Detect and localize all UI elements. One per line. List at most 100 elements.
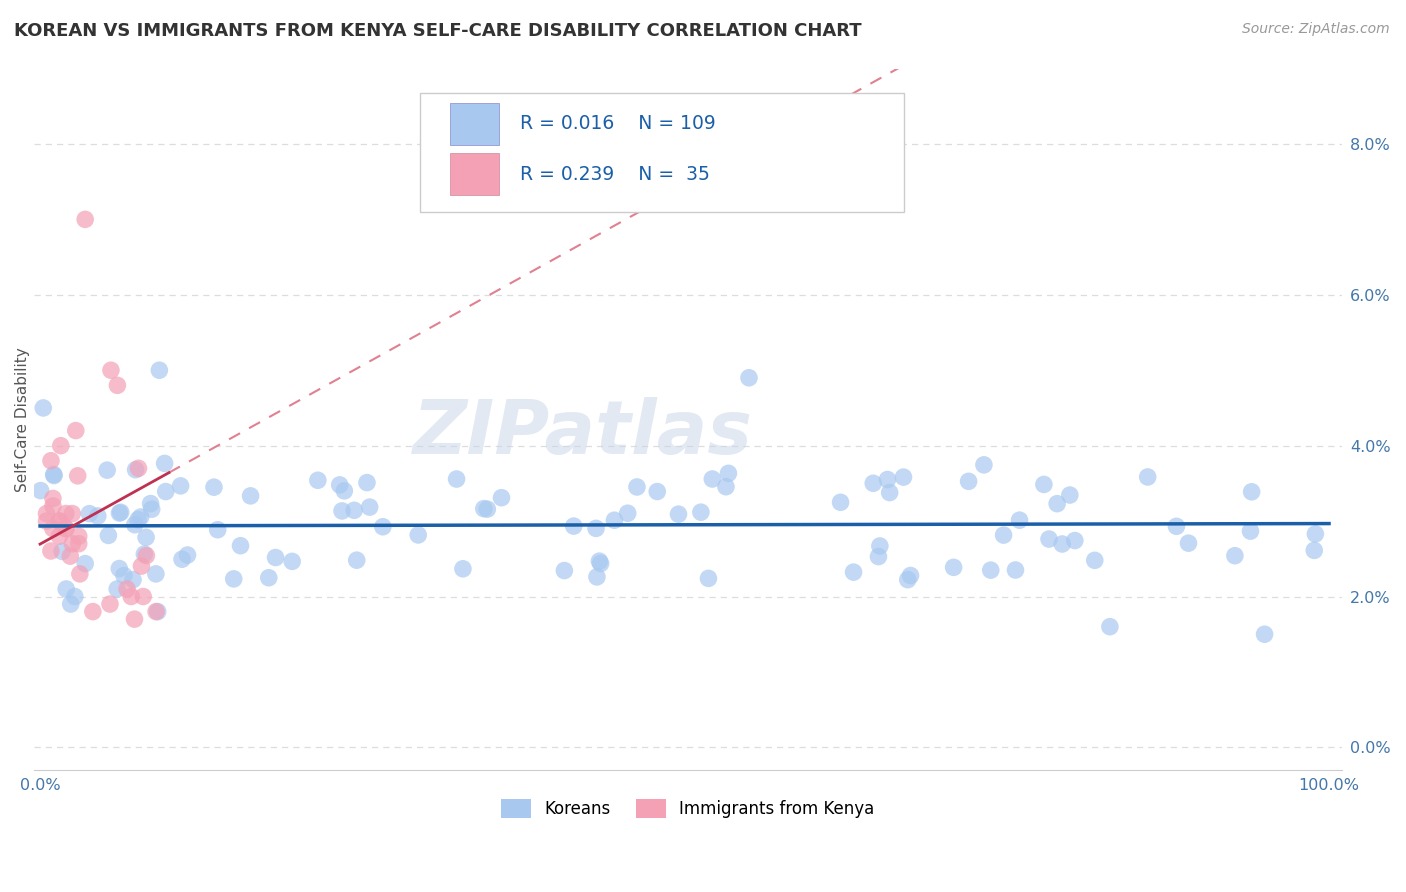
Point bbox=[35, 514, 58, 528]
Point bbox=[115, 582, 138, 596]
Point bbox=[1305, 527, 1327, 541]
Text: R = 0.016    N = 109: R = 0.016 N = 109 bbox=[520, 114, 716, 133]
Point bbox=[129, 510, 152, 524]
Point bbox=[60, 537, 83, 551]
Point bbox=[1050, 537, 1073, 551]
Point bbox=[1239, 524, 1261, 538]
Point bbox=[134, 547, 156, 561]
Point bbox=[146, 605, 169, 619]
Point bbox=[862, 476, 884, 491]
Point bbox=[55, 582, 77, 596]
Point bbox=[973, 458, 995, 472]
Point bbox=[49, 439, 72, 453]
Point bbox=[110, 505, 132, 519]
Y-axis label: Self-Care Disability: Self-Care Disability bbox=[15, 347, 30, 491]
Point bbox=[343, 503, 366, 517]
Point bbox=[562, 519, 585, 533]
Point bbox=[868, 549, 890, 564]
Point bbox=[264, 550, 287, 565]
Point bbox=[229, 539, 252, 553]
Text: Source: ZipAtlas.com: Source: ZipAtlas.com bbox=[1241, 22, 1389, 37]
Point bbox=[48, 514, 70, 528]
Point bbox=[55, 522, 77, 536]
Text: R = 0.239    N =  35: R = 0.239 N = 35 bbox=[520, 165, 710, 184]
Point bbox=[122, 573, 145, 587]
Point bbox=[446, 472, 468, 486]
Point bbox=[1004, 563, 1026, 577]
Point bbox=[1253, 627, 1275, 641]
FancyBboxPatch shape bbox=[419, 93, 904, 212]
Point bbox=[980, 563, 1002, 577]
Point bbox=[472, 501, 495, 516]
Point bbox=[1032, 477, 1054, 491]
Point bbox=[139, 497, 162, 511]
Point bbox=[879, 485, 901, 500]
Point bbox=[135, 549, 157, 563]
Point bbox=[42, 467, 65, 482]
Point bbox=[155, 484, 177, 499]
Point bbox=[668, 507, 690, 521]
Point bbox=[42, 499, 65, 513]
Point bbox=[69, 566, 91, 581]
Point bbox=[359, 500, 381, 515]
Point bbox=[153, 457, 176, 471]
Point bbox=[202, 480, 225, 494]
Point bbox=[738, 371, 761, 385]
Point bbox=[588, 554, 610, 568]
Point bbox=[281, 554, 304, 568]
Point bbox=[97, 528, 120, 542]
Point bbox=[1303, 543, 1326, 558]
Point bbox=[169, 479, 191, 493]
Point bbox=[124, 612, 146, 626]
Point bbox=[616, 506, 638, 520]
Point bbox=[87, 508, 110, 523]
Text: KOREAN VS IMMIGRANTS FROM KENYA SELF-CARE DISABILITY CORRELATION CHART: KOREAN VS IMMIGRANTS FROM KENYA SELF-CAR… bbox=[14, 22, 862, 40]
Point bbox=[645, 484, 668, 499]
Point bbox=[1166, 519, 1188, 533]
Point bbox=[477, 502, 499, 516]
Point bbox=[869, 539, 891, 553]
Point bbox=[626, 480, 648, 494]
Point bbox=[108, 561, 131, 575]
Point bbox=[993, 528, 1015, 542]
Point bbox=[603, 513, 626, 527]
Point bbox=[589, 557, 612, 571]
Point bbox=[105, 378, 128, 392]
Point bbox=[1177, 536, 1199, 550]
Point bbox=[842, 565, 865, 579]
Point bbox=[714, 480, 737, 494]
Point bbox=[585, 521, 607, 535]
Point bbox=[1059, 488, 1081, 502]
Point bbox=[371, 520, 394, 534]
Bar bbox=[450, 153, 499, 195]
Point bbox=[553, 564, 575, 578]
Legend: Koreans, Immigrants from Kenya: Koreans, Immigrants from Kenya bbox=[495, 792, 882, 825]
Point bbox=[145, 566, 167, 581]
Point bbox=[124, 463, 146, 477]
Point bbox=[39, 544, 62, 558]
Point bbox=[60, 507, 83, 521]
Point bbox=[112, 568, 135, 582]
Point bbox=[75, 557, 97, 571]
Point bbox=[67, 537, 90, 551]
Point bbox=[131, 559, 153, 574]
Point bbox=[1008, 513, 1031, 527]
Point bbox=[120, 590, 142, 604]
Point bbox=[451, 562, 474, 576]
Point bbox=[42, 468, 65, 483]
Point bbox=[830, 495, 852, 509]
Point bbox=[55, 507, 77, 521]
Point bbox=[55, 522, 77, 536]
Point bbox=[98, 597, 121, 611]
Point bbox=[96, 463, 118, 477]
Point bbox=[257, 571, 280, 585]
Point bbox=[702, 472, 724, 486]
Point bbox=[42, 491, 65, 506]
Point bbox=[697, 571, 720, 585]
Point bbox=[897, 573, 920, 587]
Point bbox=[128, 461, 150, 475]
Point bbox=[690, 505, 713, 519]
Point bbox=[893, 470, 915, 484]
Point bbox=[141, 502, 163, 516]
Point bbox=[1098, 620, 1121, 634]
